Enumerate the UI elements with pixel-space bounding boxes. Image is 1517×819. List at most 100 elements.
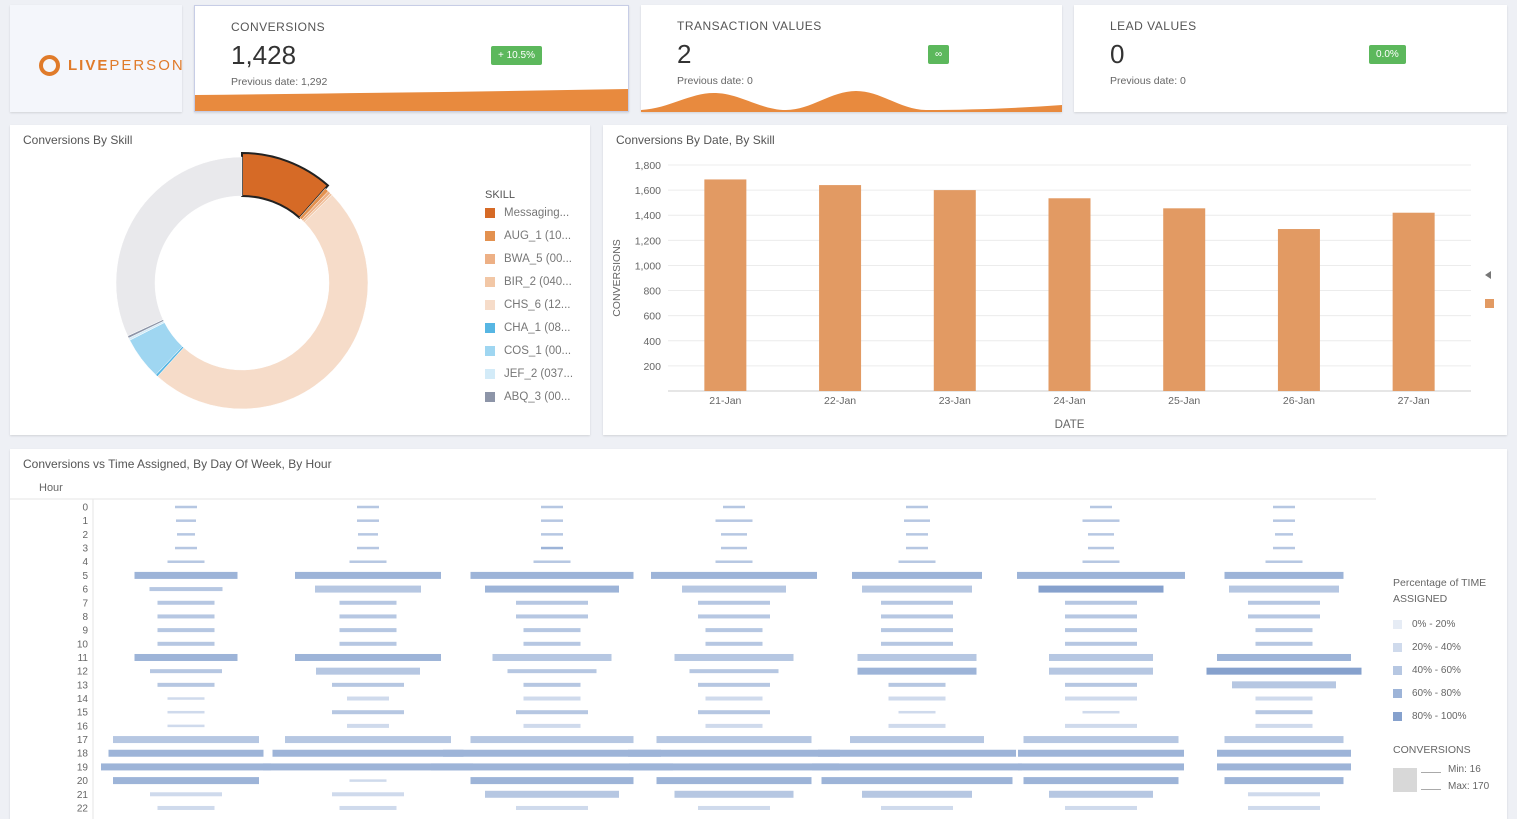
heat-bar[interactable] (857, 667, 977, 675)
heat-bar[interactable] (881, 600, 953, 605)
heat-bar[interactable] (898, 710, 936, 714)
heat-bar[interactable] (134, 653, 238, 661)
heat-bar[interactable] (715, 519, 753, 522)
heat-bar[interactable] (1065, 723, 1137, 728)
bar[interactable] (704, 179, 747, 391)
heat-bar[interactable] (888, 723, 946, 728)
heat-bar[interactable] (134, 571, 238, 579)
heat-bar[interactable] (175, 505, 197, 509)
heat-bar[interactable] (906, 546, 928, 550)
heat-bar[interactable] (698, 710, 770, 715)
heat-bar[interactable] (272, 749, 464, 757)
bar[interactable] (1392, 212, 1435, 391)
heat-bar[interactable] (541, 505, 563, 509)
heat-bar[interactable] (523, 696, 581, 701)
heat-bar[interactable] (698, 805, 770, 810)
heat-bar[interactable] (339, 600, 397, 605)
heat-bar[interactable] (523, 723, 581, 728)
heat-bar[interactable] (541, 519, 563, 522)
heat-bar[interactable] (1082, 519, 1120, 522)
heat-bar[interactable] (507, 669, 597, 674)
heat-bar[interactable] (167, 697, 205, 700)
heat-bar[interactable] (485, 790, 619, 798)
heat-bar[interactable] (1017, 571, 1185, 579)
heat-bar[interactable] (101, 763, 271, 771)
heat-bar[interactable] (850, 736, 984, 744)
heat-bar[interactable] (523, 682, 581, 687)
heat-bar[interactable] (470, 777, 634, 785)
heat-bar[interactable] (157, 641, 215, 646)
heat-bar[interactable] (698, 600, 770, 605)
heat-bar[interactable] (698, 682, 770, 687)
heat-bar[interactable] (349, 560, 387, 563)
heat-bar[interactable] (339, 805, 397, 810)
heat-bar[interactable] (157, 628, 215, 633)
heat-bar[interactable] (339, 641, 397, 646)
heat-bar[interactable] (332, 792, 404, 797)
heat-bar[interactable] (1023, 736, 1179, 744)
heat-bar[interactable] (176, 519, 196, 522)
heat-bar[interactable] (1255, 696, 1313, 701)
heat-bar[interactable] (332, 682, 404, 687)
heat-bar[interactable] (651, 571, 817, 579)
heat-bar[interactable] (881, 628, 953, 633)
heat-bar[interactable] (347, 696, 389, 701)
skill-legend-item[interactable]: CHA_1 (08... (485, 322, 570, 334)
heat-bar[interactable] (818, 749, 1016, 757)
heat-bar[interactable] (881, 641, 953, 646)
heat-bar[interactable] (656, 777, 812, 785)
heat-bar[interactable] (157, 805, 215, 810)
heat-bar[interactable] (812, 763, 1022, 771)
heat-bar[interactable] (682, 585, 786, 593)
heat-bar[interactable] (167, 710, 205, 714)
time-assigned-legend-item[interactable]: 40% - 60% (1393, 665, 1461, 676)
heat-bar[interactable] (347, 723, 389, 728)
heat-bar[interactable] (1065, 696, 1137, 701)
heat-bar[interactable] (862, 790, 972, 798)
bar[interactable] (819, 185, 862, 391)
heat-bar[interactable] (1248, 600, 1320, 605)
heat-bar[interactable] (1038, 585, 1164, 593)
heat-bar[interactable] (470, 571, 634, 579)
heat-bar[interactable] (285, 736, 451, 744)
heat-bar[interactable] (295, 653, 441, 661)
heat-bar[interactable] (656, 736, 812, 744)
legend-collapse-arrow-icon[interactable] (1485, 271, 1491, 279)
heat-bar[interactable] (689, 669, 779, 674)
heat-bar[interactable] (881, 614, 953, 619)
heat-bar[interactable] (516, 600, 588, 605)
heat-bar[interactable] (1224, 571, 1344, 579)
heat-bar[interactable] (1082, 560, 1120, 563)
heat-bar[interactable] (698, 614, 770, 619)
heat-bar[interactable] (705, 696, 763, 701)
heat-bar[interactable] (721, 546, 747, 550)
heat-bar[interactable] (852, 571, 982, 579)
heat-bar[interactable] (1088, 546, 1114, 550)
heat-bar[interactable] (705, 723, 763, 728)
heat-bar[interactable] (349, 779, 387, 782)
heat-bar[interactable] (357, 505, 379, 509)
heat-bar[interactable] (888, 696, 946, 701)
heat-bar[interactable] (1232, 681, 1336, 689)
heat-bar[interactable] (516, 614, 588, 619)
heat-bar[interactable] (1065, 628, 1137, 633)
heat-bar[interactable] (1065, 600, 1137, 605)
heat-bar[interactable] (157, 614, 215, 619)
heat-bar[interactable] (516, 805, 588, 810)
heat-bar[interactable] (821, 777, 1013, 785)
skill-legend-item[interactable]: CHS_6 (12... (485, 299, 570, 311)
heat-bar[interactable] (1065, 805, 1137, 810)
heat-bar[interactable] (628, 749, 840, 757)
bar[interactable] (1163, 208, 1206, 391)
heat-bar[interactable] (108, 749, 264, 757)
donut-slice[interactable] (157, 194, 369, 410)
skill-legend-item[interactable]: COS_1 (00... (485, 345, 571, 357)
heat-bar[interactable] (315, 585, 421, 593)
heat-bar[interactable] (150, 792, 222, 797)
time-assigned-legend-item[interactable]: 0% - 20% (1393, 619, 1455, 630)
heat-bar[interactable] (1065, 682, 1137, 687)
heat-bar[interactable] (1217, 763, 1351, 771)
heat-bar[interactable] (470, 736, 634, 744)
heat-bar[interactable] (1090, 505, 1112, 509)
heat-bar[interactable] (167, 560, 205, 563)
